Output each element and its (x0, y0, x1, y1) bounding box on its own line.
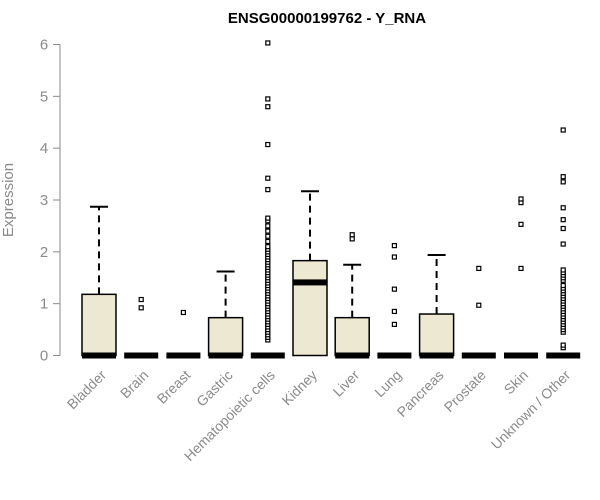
box-lung (377, 243, 412, 359)
x-tick-label: Liver (330, 367, 363, 400)
x-tick-label: Kidney (279, 367, 321, 409)
y-tick-label: 6 (40, 37, 48, 54)
outlier-point (265, 215, 271, 221)
median-line (335, 352, 370, 359)
box-skin (504, 196, 538, 359)
box-pancreas (418, 253, 455, 359)
outlier-point (476, 302, 482, 308)
outlier-point (265, 228, 271, 234)
iqr-box (334, 316, 370, 357)
outlier-point (391, 243, 397, 249)
y-tick-label: 5 (40, 88, 48, 105)
iqr-box (207, 316, 244, 357)
outlier-point (560, 179, 566, 185)
box-gastric (207, 270, 244, 359)
box-bladder (81, 205, 117, 359)
median-line (419, 352, 454, 359)
x-tick-label: Unknown / Other (488, 367, 574, 453)
outlier-point (518, 196, 524, 202)
outlier-point (518, 265, 524, 272)
outlier-point (560, 174, 566, 180)
median-line (166, 352, 201, 359)
outlier-point (560, 205, 566, 211)
median-line (82, 352, 116, 359)
median-line (377, 352, 412, 359)
x-tick-label: Bladder (64, 367, 110, 413)
outlier-point (391, 321, 397, 327)
outlier-point (560, 342, 566, 348)
median-line (504, 352, 538, 359)
outlier-point (391, 286, 397, 292)
median-line (546, 352, 581, 359)
chart-title: ENSG00000199762 - Y_RNA (228, 10, 426, 27)
outlier-point (349, 236, 355, 242)
outlier-point (265, 223, 271, 229)
x-tick-label: Pancreas (394, 367, 447, 420)
outlier-point (265, 141, 271, 148)
median-line (124, 352, 159, 359)
outlier-point (518, 221, 524, 227)
outlier-point (265, 175, 271, 181)
outlier-point (265, 233, 271, 239)
box-hematopoietic-cells (250, 40, 285, 359)
outlier-point (265, 96, 271, 102)
y-tick-label: 1 (40, 296, 48, 313)
y-tick-label: 3 (40, 192, 48, 209)
outlier-point (349, 232, 355, 238)
outlier-point (560, 267, 566, 273)
outlier-point (560, 127, 566, 133)
iqr-box (418, 313, 455, 357)
outlier-point (560, 217, 566, 223)
outlier-point (265, 40, 271, 46)
x-tick-label: Lung (371, 367, 404, 400)
outlier-point (138, 305, 144, 311)
median-line (208, 352, 243, 359)
y-axis: 0 1 2 3 4 5 6 (40, 37, 61, 365)
y-tick-label: 2 (40, 244, 48, 261)
outlier-point (180, 309, 186, 316)
x-tick-label: Brain (117, 367, 151, 401)
median-line (250, 352, 285, 359)
box-unknown-other (546, 127, 581, 359)
iqr-box (81, 293, 117, 357)
y-tick-label: 4 (40, 140, 48, 157)
outlier-point (560, 225, 566, 232)
outlier-point (560, 241, 566, 247)
box-breast (166, 309, 201, 359)
x-tick-label: Breast (154, 367, 194, 407)
y-tick-label: 0 (40, 348, 48, 365)
box-series (81, 40, 581, 359)
outlier-point (138, 296, 144, 303)
outlier-point (265, 238, 271, 245)
box-brain (124, 296, 159, 359)
x-tick-label: Prostate (441, 367, 489, 415)
outlier-point (560, 282, 566, 289)
box-kidney (292, 190, 328, 357)
median-line (461, 352, 496, 359)
x-tick-label: Skin (501, 367, 532, 398)
median-line (293, 279, 327, 286)
outlier-point (265, 104, 271, 110)
outlier-point (391, 254, 397, 260)
y-axis-label: Expression (0, 163, 17, 237)
outlier-point (391, 308, 397, 315)
box-prostate (461, 265, 496, 359)
outlier-point (265, 244, 271, 250)
box-liver (334, 232, 370, 359)
outlier-point (476, 265, 482, 272)
iqr-box (292, 259, 328, 357)
outlier-point (265, 187, 271, 193)
